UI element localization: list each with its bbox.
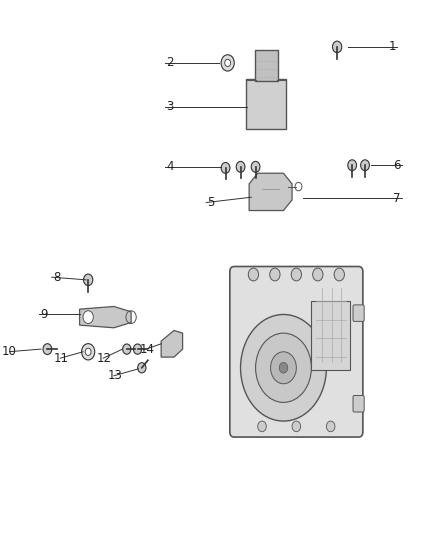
- Circle shape: [134, 344, 141, 354]
- Circle shape: [334, 268, 344, 281]
- Text: 12: 12: [97, 352, 112, 365]
- Circle shape: [251, 161, 260, 172]
- Circle shape: [313, 268, 323, 281]
- Text: 5: 5: [208, 196, 215, 209]
- Circle shape: [270, 268, 280, 281]
- Circle shape: [83, 311, 93, 324]
- Circle shape: [271, 352, 297, 384]
- Circle shape: [279, 362, 288, 373]
- Circle shape: [81, 344, 95, 360]
- Circle shape: [248, 268, 258, 281]
- Circle shape: [326, 421, 335, 432]
- Circle shape: [258, 421, 266, 432]
- Circle shape: [43, 344, 52, 354]
- Text: 10: 10: [2, 345, 17, 358]
- Circle shape: [256, 333, 311, 402]
- Text: 4: 4: [166, 160, 174, 173]
- Circle shape: [225, 59, 230, 67]
- Circle shape: [360, 160, 369, 171]
- FancyBboxPatch shape: [230, 266, 363, 437]
- Circle shape: [332, 41, 342, 53]
- Circle shape: [123, 344, 131, 354]
- Circle shape: [138, 362, 146, 373]
- Polygon shape: [249, 173, 292, 211]
- Polygon shape: [80, 306, 131, 328]
- Text: 8: 8: [53, 271, 60, 284]
- Polygon shape: [161, 330, 183, 357]
- Circle shape: [236, 161, 245, 172]
- Circle shape: [292, 421, 300, 432]
- Text: 1: 1: [389, 41, 396, 53]
- FancyBboxPatch shape: [353, 305, 364, 321]
- Text: 6: 6: [393, 159, 400, 172]
- Text: 2: 2: [166, 56, 174, 69]
- Circle shape: [291, 268, 301, 281]
- Text: 7: 7: [393, 192, 400, 205]
- Circle shape: [295, 182, 302, 191]
- FancyBboxPatch shape: [353, 395, 364, 412]
- Text: 13: 13: [108, 369, 123, 382]
- Circle shape: [85, 348, 91, 356]
- Text: 11: 11: [54, 352, 69, 365]
- Circle shape: [240, 314, 326, 421]
- FancyBboxPatch shape: [311, 301, 350, 370]
- Circle shape: [221, 55, 234, 71]
- Text: 3: 3: [166, 100, 174, 113]
- Circle shape: [348, 160, 357, 171]
- Text: 14: 14: [140, 343, 155, 356]
- Circle shape: [221, 163, 230, 173]
- Text: 9: 9: [40, 308, 47, 321]
- FancyBboxPatch shape: [255, 50, 278, 81]
- Circle shape: [84, 274, 93, 286]
- FancyBboxPatch shape: [246, 79, 286, 129]
